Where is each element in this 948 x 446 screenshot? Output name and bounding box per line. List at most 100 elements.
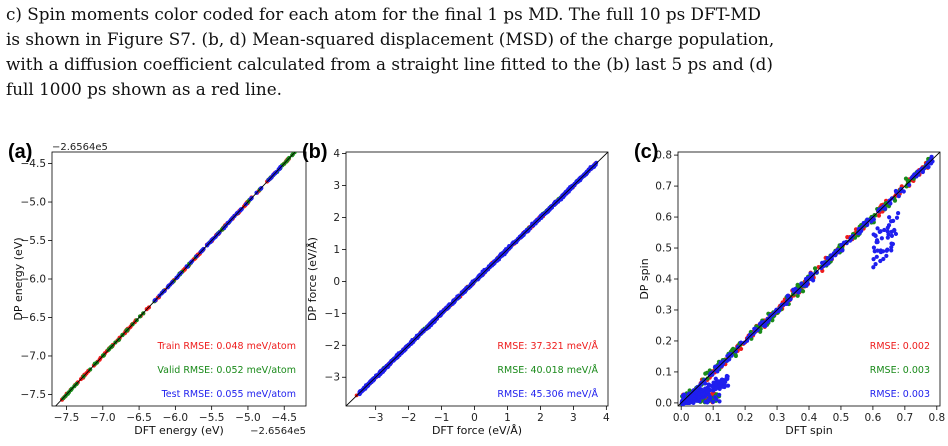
panel-a: −7.5 −7.0 −6.5 −6.0 −5.5 −5.0 −4.5 −7.5 −7.0 −6.5… (8, 141, 307, 437)
test-point (397, 351, 401, 356)
test-point (890, 241, 896, 247)
rmse-annotation-valid: Valid RMSE: 0.052 meV/atom (157, 365, 296, 376)
test-point (706, 382, 711, 387)
test-point (826, 260, 831, 265)
rmse-annotation-test: Test RMSE: 0.055 meV/atom (161, 389, 296, 400)
x-tick-label: 1 (504, 412, 511, 424)
scatter-points (55, 152, 297, 406)
test-point (869, 219, 874, 224)
test-point (369, 380, 374, 385)
y-tick-label: −7.5 (21, 389, 47, 401)
test-point (820, 260, 825, 265)
test-point (894, 215, 900, 220)
test-point (774, 307, 779, 312)
x-tick-label: 0.3 (769, 412, 786, 424)
y-tick-label: 1 (333, 244, 340, 256)
test-point (705, 389, 710, 394)
test-point (735, 344, 740, 350)
y-tick-label: 0.5 (655, 243, 672, 255)
caption-line-4: full 1000 ps shown as a red line. (6, 79, 282, 99)
scatter-points (346, 152, 608, 406)
test-point (893, 188, 898, 194)
y-tick-label: 2 (333, 212, 340, 224)
test-point (714, 386, 719, 391)
test-point (819, 265, 824, 271)
test-point (871, 265, 876, 270)
test-point (714, 397, 719, 402)
test-point (892, 228, 897, 233)
rmse-annotation-valid: RMSE: 0.003 (870, 365, 930, 376)
y-axis-label: DP force (eV/Å) (306, 237, 319, 321)
figure-caption: c) Spin moments color coded for each ato… (6, 2, 942, 102)
x-tick-label: −7.5 (54, 412, 80, 424)
test-point (885, 229, 890, 234)
test-point (881, 256, 886, 262)
y-tick-label: 0.6 (655, 212, 672, 224)
panel-b: −3 −2 −1 0 1 2 3 4 −3 −2 −1 0 1 2 3 4 DFT force (eV/Å) DP… (302, 141, 610, 437)
test-point (720, 384, 725, 389)
test-point (439, 312, 444, 317)
test-point (871, 245, 877, 250)
test-point (885, 235, 890, 240)
valid-point (795, 293, 800, 298)
y-tick-label: −7.0 (21, 350, 47, 362)
test-point (896, 211, 901, 216)
test-point (885, 247, 890, 252)
train-point (738, 346, 744, 352)
test-point (713, 368, 718, 373)
test-point (879, 236, 884, 241)
test-point (896, 194, 901, 199)
parity-line (346, 152, 608, 406)
x-tick-label: 0.2 (737, 412, 754, 424)
test-point (705, 400, 710, 405)
test-point (716, 379, 721, 384)
x-tick-label: 3 (570, 412, 577, 424)
parity-line (55, 152, 296, 406)
rmse-annotation-test: RMSE: 0.003 (870, 389, 930, 400)
test-point (495, 258, 500, 263)
test-point (929, 154, 934, 159)
test-point (882, 227, 887, 233)
y-tick-label: 0.2 (655, 335, 672, 347)
panel-label: (b) (302, 141, 328, 163)
x-tick-label: −6.5 (126, 412, 152, 424)
test-point (804, 280, 809, 285)
test-point (878, 258, 883, 264)
test-point (685, 400, 690, 406)
test-point (691, 393, 696, 398)
test-point (472, 278, 477, 283)
test-point (751, 331, 756, 336)
valid-point (687, 388, 692, 393)
x-axis-label: DFT force (eV/Å) (432, 424, 522, 437)
test-point (717, 392, 722, 397)
test-point (871, 257, 876, 262)
x-offset-label: −2.6564e5 (250, 426, 306, 437)
test-point (888, 219, 894, 224)
rmse-annotation-train: RMSE: 0.002 (870, 341, 930, 352)
test-point (920, 169, 925, 175)
x-tick-label: 0.5 (833, 412, 850, 424)
test-point (778, 305, 783, 310)
x-tick-label: 0.0 (673, 412, 690, 424)
rmse-annotation-test: RMSE: 45.306 meV/Å (497, 388, 598, 400)
test-point (724, 375, 729, 380)
test-point (873, 233, 878, 238)
y-tick-label: 4 (333, 148, 340, 160)
y-offset-label: −2.6564e5 (52, 142, 108, 153)
panel-label: (a) (8, 141, 32, 163)
x-tick-label: 0.8 (928, 412, 945, 424)
test-point (568, 185, 573, 189)
test-point (703, 381, 708, 386)
y-tick-label: −2 (325, 340, 340, 352)
test-point (465, 285, 470, 290)
test-point (747, 332, 752, 338)
y-tick-label: −5.5 (21, 235, 47, 247)
rmse-annotation-train: RMSE: 37.321 meV/Å (497, 340, 598, 352)
y-axis-label: DP spin (638, 258, 651, 299)
valid-point (704, 370, 710, 375)
caption-line-3: with a diffusion coefficient calculated … (6, 54, 773, 74)
test-point (784, 301, 789, 307)
test-point (886, 223, 892, 228)
y-tick-label: 0.7 (655, 181, 672, 193)
test-point (906, 182, 912, 187)
